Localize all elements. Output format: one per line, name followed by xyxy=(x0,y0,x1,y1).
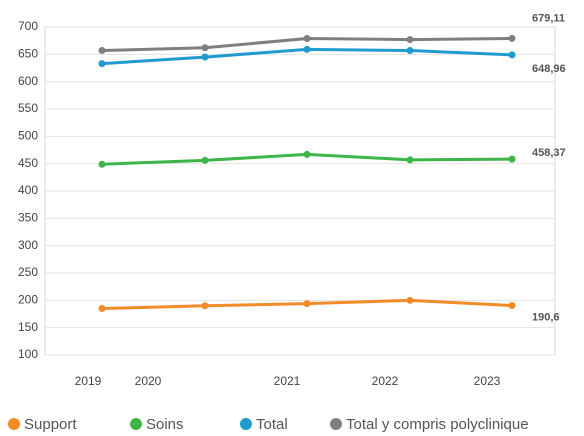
y-tick-label: 500 xyxy=(18,129,38,143)
y-tick-label: 400 xyxy=(18,183,38,197)
point xyxy=(98,160,106,168)
legend-label: Total xyxy=(256,416,288,433)
point xyxy=(508,155,516,163)
data-label: 648,96 xyxy=(532,63,566,75)
legend-marker xyxy=(240,418,252,430)
y-tick-label: 550 xyxy=(18,101,38,115)
point xyxy=(406,296,414,304)
data-label: 679,11 xyxy=(532,12,565,24)
point xyxy=(98,47,106,55)
y-tick-label: 200 xyxy=(18,293,38,307)
legend-label: Total y compris polyclinique xyxy=(346,416,529,433)
x-tick-label: 2019 xyxy=(75,374,102,388)
point xyxy=(303,45,311,53)
y-tick-label: 100 xyxy=(18,347,38,361)
point xyxy=(201,302,209,310)
point xyxy=(508,34,516,42)
y-tick-label: 650 xyxy=(18,47,38,61)
legend-label: Support xyxy=(24,416,77,433)
point xyxy=(303,300,311,308)
point xyxy=(406,156,414,164)
point xyxy=(508,51,516,59)
legend-label: Soins xyxy=(146,416,184,433)
x-tick-label: 2021 xyxy=(274,374,301,388)
x-tick-label: 2020 xyxy=(135,374,162,388)
point xyxy=(303,34,311,42)
y-tick-label: 600 xyxy=(18,74,38,88)
legend-marker xyxy=(330,418,342,430)
y-tick-label: 350 xyxy=(18,211,38,225)
y-tick-label: 300 xyxy=(18,238,38,252)
x-tick-label: 2023 xyxy=(474,374,501,388)
legend-marker xyxy=(130,418,142,430)
y-tick-label: 250 xyxy=(18,265,38,279)
point xyxy=(201,156,209,164)
point xyxy=(201,44,209,52)
legend-marker xyxy=(8,418,20,430)
point xyxy=(303,150,311,158)
data-label: 190,6 xyxy=(532,311,560,323)
y-tick-label: 450 xyxy=(18,156,38,170)
point xyxy=(98,305,106,313)
y-tick-label: 700 xyxy=(18,19,38,33)
point xyxy=(508,301,516,309)
point xyxy=(98,60,106,68)
point xyxy=(406,36,414,44)
x-tick-label: 2022 xyxy=(372,374,399,388)
y-tick-label: 150 xyxy=(18,320,38,334)
data-label: 458,37 xyxy=(532,147,566,159)
point xyxy=(201,53,209,61)
point xyxy=(406,47,414,55)
